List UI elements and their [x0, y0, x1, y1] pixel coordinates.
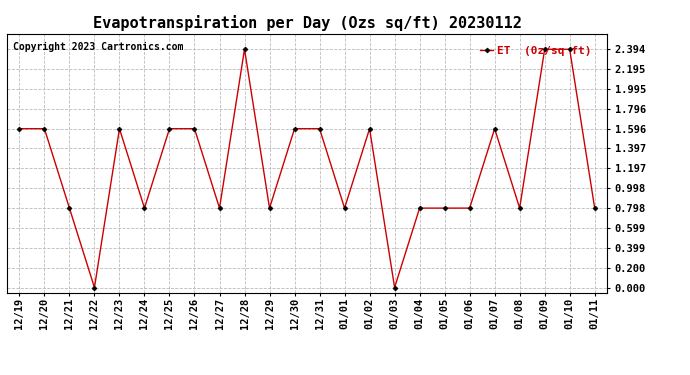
ET  (0z/sq ft) — [515, 206, 524, 210]
ET  (0z/sq ft) — [391, 285, 399, 290]
ET  (0z/sq ft) — [366, 126, 374, 131]
ET  (0z/sq ft) — [491, 126, 499, 131]
ET  (0z/sq ft) — [66, 206, 74, 210]
ET  (0z/sq ft) — [266, 206, 274, 210]
ET  (0z/sq ft) — [15, 126, 23, 131]
ET  (0z/sq ft) — [315, 126, 324, 131]
ET  (0z/sq ft) — [340, 206, 348, 210]
ET  (0z/sq ft) — [415, 206, 424, 210]
ET  (0z/sq ft) — [240, 47, 248, 51]
ET  (0z/sq ft) — [166, 126, 174, 131]
ET  (0z/sq ft) — [115, 126, 124, 131]
ET  (0z/sq ft) — [290, 126, 299, 131]
ET  (0z/sq ft) — [566, 47, 574, 51]
ET  (0z/sq ft) — [40, 126, 48, 131]
ET  (0z/sq ft) — [591, 206, 599, 210]
ET  (0z/sq ft) — [440, 206, 449, 210]
ET  (0z/sq ft) — [140, 206, 148, 210]
ET  (0z/sq ft) — [190, 126, 199, 131]
Text: Copyright 2023 Cartronics.com: Copyright 2023 Cartronics.com — [13, 42, 184, 51]
ET  (0z/sq ft) — [540, 47, 549, 51]
ET  (0z/sq ft) — [90, 285, 99, 290]
ET  (0z/sq ft) — [215, 206, 224, 210]
ET  (0z/sq ft) — [466, 206, 474, 210]
Title: Evapotranspiration per Day (Ozs sq/ft) 20230112: Evapotranspiration per Day (Ozs sq/ft) 2… — [92, 15, 522, 31]
Line: ET  (0z/sq ft): ET (0z/sq ft) — [18, 48, 596, 289]
Legend: ET  (0z/sq ft): ET (0z/sq ft) — [475, 42, 595, 61]
